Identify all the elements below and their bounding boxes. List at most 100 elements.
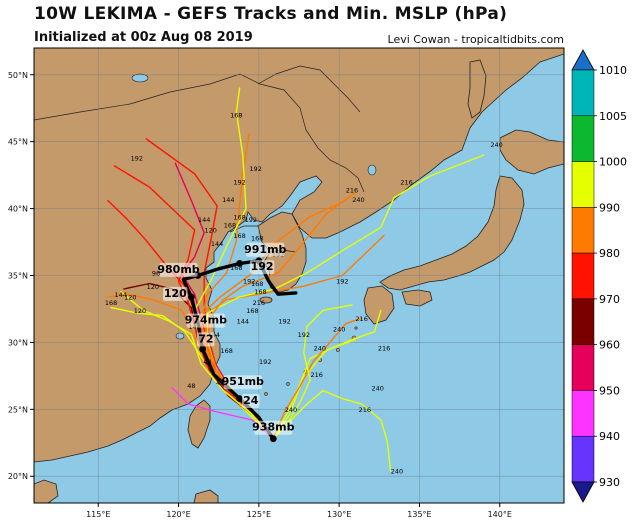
lon-tick-label: 130°E [327, 510, 351, 519]
lake-poyang [175, 332, 185, 340]
track-hour-label: 192 [278, 318, 290, 326]
colorbar-segment [571, 115, 595, 162]
track-hour-label: 216 [378, 344, 390, 352]
colorbar-label: 970 [599, 293, 620, 306]
mean-track-label: 951mb [222, 375, 264, 388]
track-hour-label: 192 [298, 331, 310, 339]
track-hour-label: 168 [246, 307, 258, 315]
colorbar-segment [571, 344, 595, 391]
member-track [272, 309, 382, 440]
init-time: Initialized at 00z Aug 08 2019 [34, 30, 253, 45]
track-hour-label: 168 [233, 232, 245, 240]
credit-text: Levi Cowan - tropicaltidbits.com [387, 33, 564, 46]
map-frame [33, 47, 565, 504]
land-hokkaido [499, 129, 564, 175]
track-hour-label: 240 [490, 141, 502, 149]
land-luzon [193, 489, 219, 503]
mean-track-point [236, 260, 243, 267]
mean-track-label: 192 [251, 260, 274, 273]
land-jeju [259, 296, 273, 304]
track-hour-label: 168 [251, 280, 263, 288]
mean-track-label: 980mb [157, 263, 199, 276]
colorbar-segment [571, 298, 595, 345]
member-track [272, 317, 363, 440]
mean-track-label: 938mb [252, 421, 294, 434]
mean-track-label: 72 [198, 332, 213, 345]
track-hour-label: 216 [355, 315, 367, 323]
land-honshu [379, 175, 525, 291]
colorbar-label: 930 [599, 476, 620, 489]
track-hour-label: 240 [391, 468, 403, 476]
lat-tick-label: 35°N [8, 272, 28, 281]
colorbar-segment [571, 69, 595, 117]
ensemble-mean-track: 938mb 24 951mb 72 974mb 120 980mb 192 991mb [157, 242, 298, 443]
colorbar-label: 1005 [599, 110, 627, 123]
mean-track-point [236, 395, 243, 403]
mean-label-bg [246, 242, 285, 257]
track-hour-label: 192 [259, 358, 271, 366]
lon-tick-label: 115°E [86, 510, 110, 519]
lake-khanka [367, 164, 377, 176]
lake-baikal-region [131, 73, 149, 83]
chart-title: 10W LEKIMA - GEFS Tracks and Min. MSLP (… [34, 4, 508, 24]
mean-label-bg [197, 332, 215, 347]
pressure-colorbar: 1010 1005 1000 990 980 970 960 950 940 930 [571, 49, 627, 503]
land-kyushu [363, 285, 395, 325]
track-hour-label: 240 [371, 385, 383, 393]
mean-label-bg [159, 262, 198, 277]
track-hour-label: 240 [314, 344, 326, 352]
colorbar-segment [571, 435, 595, 483]
track-hour-label: 216 [346, 187, 358, 195]
colorbar-segment [571, 252, 595, 300]
track-hour-label: 144 [211, 240, 223, 248]
track-hour-label: 192 [249, 165, 261, 173]
track-hour-label: 192 [131, 154, 143, 162]
track-hour-label: 216 [400, 179, 412, 187]
member-track [272, 304, 353, 440]
track-hour-label: 120 [134, 307, 146, 315]
track-hour-label: 144 [115, 291, 127, 299]
mean-label-bg [186, 313, 225, 328]
mean-track-label: 24 [243, 394, 259, 407]
track-hour-label: 120 [204, 227, 216, 235]
mean-track-point [187, 293, 195, 301]
track-hour-label: 96 [152, 270, 160, 278]
track-hour-label: 120 [124, 294, 136, 302]
lon-tick-label: 120°E [166, 510, 190, 519]
track-hour-label: 168 [233, 213, 245, 221]
track-hour-label: 168 [251, 235, 263, 243]
track-hour-label: 120 [147, 283, 159, 291]
track-hour-label: 216 [359, 406, 371, 414]
track-hour-label: 168 [221, 347, 233, 355]
land-hainan [34, 479, 59, 503]
track-hour-label: 144 [222, 196, 234, 204]
colorbar-top-arrow [571, 49, 595, 71]
colorbar-segment [571, 207, 595, 254]
track-hour-label: 168 [230, 112, 242, 120]
track-hour-label: 168 [105, 299, 117, 307]
colorbar-label: 990 [599, 201, 620, 214]
axis-ticks: 115°E 120°E 125°E 130°E 135°E 140°E 20°N 25°N 30… [8, 71, 512, 519]
land-shikoku [401, 289, 433, 307]
track-hour-label: 240 [333, 326, 345, 334]
colorbar-label: 1000 [599, 156, 627, 169]
track-hour-label: 48 [187, 382, 195, 390]
track-hour-label: 144 [237, 318, 249, 326]
colorbar-label: 980 [599, 247, 620, 260]
track-hour-labels: 1681921921921441681921681201441681681442… [105, 112, 503, 476]
track-hour-label: 216 [253, 299, 265, 307]
land-taiwan [187, 399, 211, 449]
mean-track-line [181, 259, 298, 441]
colorbar-label: 950 [599, 384, 620, 397]
mean-label-bg [241, 393, 260, 408]
colorbar-label: 960 [599, 339, 620, 352]
track-hour-label: 240 [352, 196, 364, 204]
track-hour-label: 240 [285, 406, 297, 414]
land-asia-mainland [34, 48, 564, 463]
member-track [272, 389, 392, 472]
mean-label-bg [223, 375, 262, 390]
mean-track-label: 991mb [244, 243, 286, 256]
colorbar-segment [571, 390, 595, 437]
mean-track-point [269, 435, 277, 443]
